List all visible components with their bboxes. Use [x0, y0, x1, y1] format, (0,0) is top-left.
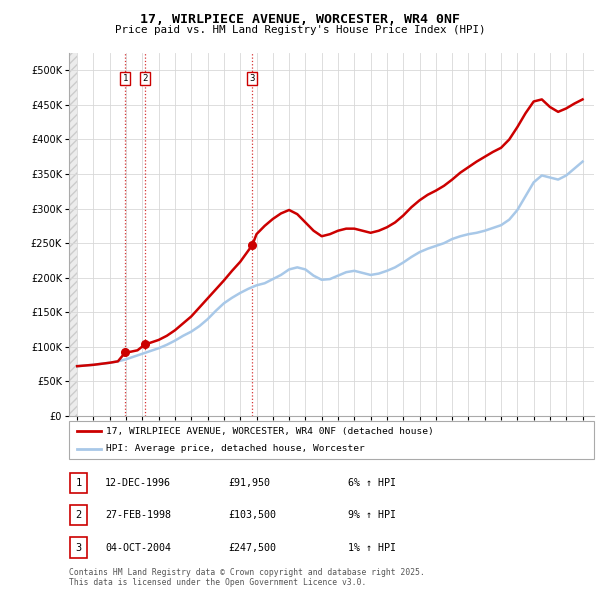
FancyBboxPatch shape [70, 537, 87, 558]
Text: 27-FEB-1998: 27-FEB-1998 [105, 510, 171, 520]
Text: 2: 2 [76, 510, 82, 520]
FancyBboxPatch shape [69, 421, 594, 459]
Text: £247,500: £247,500 [228, 543, 276, 552]
Text: 2: 2 [142, 74, 148, 83]
Text: 1% ↑ HPI: 1% ↑ HPI [348, 543, 396, 552]
Text: HPI: Average price, detached house, Worcester: HPI: Average price, detached house, Worc… [106, 444, 365, 453]
Text: Price paid vs. HM Land Registry's House Price Index (HPI): Price paid vs. HM Land Registry's House … [115, 25, 485, 35]
Text: £103,500: £103,500 [228, 510, 276, 520]
Text: 12-DEC-1996: 12-DEC-1996 [105, 478, 171, 487]
Text: 3: 3 [250, 74, 255, 83]
Text: £91,950: £91,950 [228, 478, 270, 487]
FancyBboxPatch shape [70, 473, 87, 493]
Text: 1: 1 [76, 478, 82, 487]
Text: 17, WIRLPIECE AVENUE, WORCESTER, WR4 0NF (detached house): 17, WIRLPIECE AVENUE, WORCESTER, WR4 0NF… [106, 427, 433, 435]
Text: 04-OCT-2004: 04-OCT-2004 [105, 543, 171, 552]
Text: 9% ↑ HPI: 9% ↑ HPI [348, 510, 396, 520]
Text: 6% ↑ HPI: 6% ↑ HPI [348, 478, 396, 487]
Text: 17, WIRLPIECE AVENUE, WORCESTER, WR4 0NF: 17, WIRLPIECE AVENUE, WORCESTER, WR4 0NF [140, 13, 460, 26]
Text: Contains HM Land Registry data © Crown copyright and database right 2025.
This d: Contains HM Land Registry data © Crown c… [69, 568, 425, 587]
Text: 1: 1 [122, 74, 128, 83]
FancyBboxPatch shape [70, 505, 87, 525]
Text: 3: 3 [76, 543, 82, 552]
